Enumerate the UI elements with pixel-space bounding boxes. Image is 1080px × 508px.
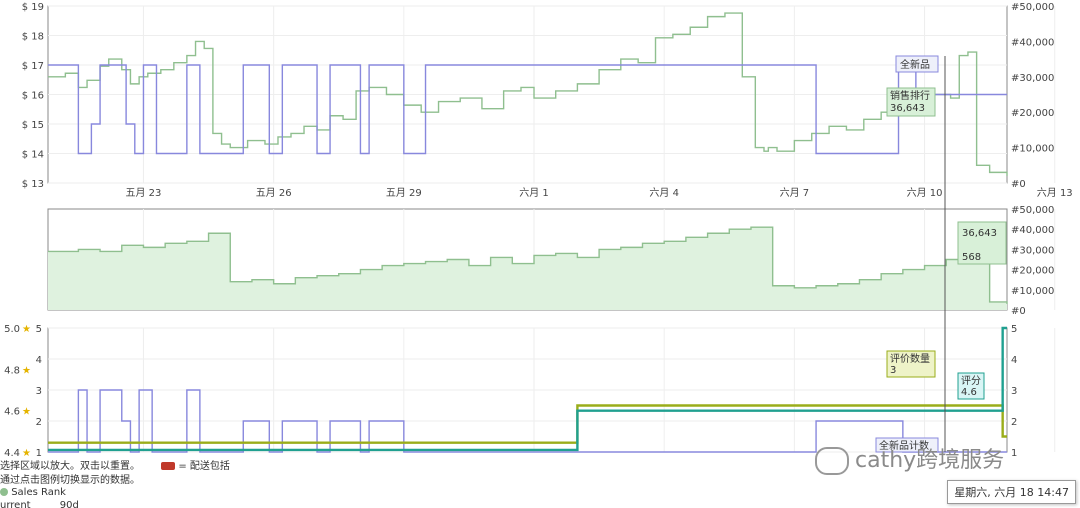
series-line-评价数量 (48, 404, 1007, 444)
annotation-box (957, 221, 1007, 265)
y2-tick-label: #50,000 (1011, 205, 1054, 216)
x-tick-label: 六月 13 (1037, 187, 1073, 199)
y2-tick-label: #0 (1011, 306, 1026, 317)
annotation-label: 评价数量 (890, 352, 930, 365)
annotation-label: 568 (962, 252, 981, 263)
series-line-全新品计数 (48, 389, 1007, 453)
annotation-label: 全新品计数 (879, 439, 929, 452)
star-icon: ★ (22, 365, 31, 376)
truck-icon (161, 462, 176, 470)
rating-tick-label: 4.8 (4, 365, 20, 376)
y2-tick-label: #50,000 (1011, 2, 1054, 13)
y2-tick-label: #40,000 (1011, 225, 1054, 236)
y2-tick-label: #0 (1011, 179, 1026, 190)
count-tick-label: 2 (36, 417, 42, 428)
wechat-icon (815, 447, 849, 475)
series-area-销售排行 (48, 227, 1007, 310)
footer-line-2: 通过点击图例切换显示的数据。 (0, 475, 140, 486)
rating-tick-label: 4.4 (4, 448, 20, 459)
annotation-label: 评分 (961, 375, 981, 387)
star-icon: ★ (22, 448, 31, 459)
x-tick-label: 五月 26 (256, 187, 292, 199)
legend-dot-icon (0, 488, 8, 496)
y-tick-label: $ 13 (22, 179, 44, 190)
annotation-label: 36,643 (962, 228, 997, 239)
star-icon: ★ (22, 324, 31, 335)
y-tick-label: $ 15 (22, 120, 44, 131)
y2-tick-label: 1 (1011, 448, 1017, 459)
footer-line-1: 选择区域以放大。双击以重置。 = 配送包括 (0, 461, 230, 472)
annotation-box (957, 372, 985, 400)
annotation-label: 全新品 (900, 58, 930, 71)
annotation-box (875, 437, 939, 453)
y2-tick-label: #30,000 (1011, 245, 1054, 256)
annotation-value: 3 (890, 365, 896, 376)
count-tick-label: 3 (36, 386, 42, 397)
y-tick-label: $ 18 (22, 32, 44, 43)
y2-tick-label: #40,000 (1011, 37, 1054, 48)
date-tooltip: 星期六, 六月 18 14:47 (947, 480, 1076, 504)
y2-tick-label: 5 (1011, 324, 1017, 335)
x-tick-label: 五月 23 (126, 187, 162, 199)
series-line-销售排行 (48, 12, 1008, 176)
x-tick-label: 五月 29 (386, 187, 422, 199)
y2-tick-label: #10,000 (1011, 144, 1054, 155)
footer-line-4: urrent 90d (0, 500, 79, 508)
rating-tick-label: 4.6 (4, 407, 20, 418)
y-tick-label: $ 17 (22, 61, 44, 72)
x-tick-label: 六月 7 (780, 187, 810, 199)
y2-tick-label: 4 (1011, 355, 1017, 366)
x-tick-label: 六月 1 (519, 187, 549, 199)
y2-tick-label: #20,000 (1011, 266, 1054, 277)
annotation-box (886, 87, 936, 117)
count-tick-label: 4 (36, 355, 42, 366)
y-tick-label: $ 19 (22, 2, 44, 13)
star-icon: ★ (22, 407, 31, 418)
annotation-label: 销售排行 (890, 89, 930, 102)
series-line-销售排行 (48, 226, 1008, 304)
annotation-value: 4.6 (961, 387, 977, 398)
annotation-value: 36,643 (890, 103, 925, 114)
rating-tick-label: 5.0 (4, 324, 20, 335)
y-tick-label: $ 14 (22, 150, 44, 161)
series-line-评分 (48, 326, 1007, 452)
legend-sales-rank[interactable]: Sales Rank (0, 487, 66, 498)
x-tick-label: 六月 10 (907, 187, 943, 199)
y2-tick-label: #10,000 (1011, 286, 1054, 297)
x-tick-label: 六月 4 (649, 187, 679, 199)
y2-tick-label: #30,000 (1011, 73, 1054, 84)
y-tick-label: $ 16 (22, 91, 44, 102)
y2-tick-label: #20,000 (1011, 108, 1054, 119)
annotation-box (886, 350, 936, 378)
count-tick-label: 5 (36, 324, 42, 335)
annotation-box (895, 55, 939, 73)
watermark: cathy跨境服务 (815, 442, 1004, 475)
y2-tick-label: 2 (1011, 417, 1017, 428)
series-line-全新品 (48, 64, 1007, 155)
count-tick-label: 1 (36, 448, 42, 459)
y2-tick-label: 3 (1011, 386, 1017, 397)
